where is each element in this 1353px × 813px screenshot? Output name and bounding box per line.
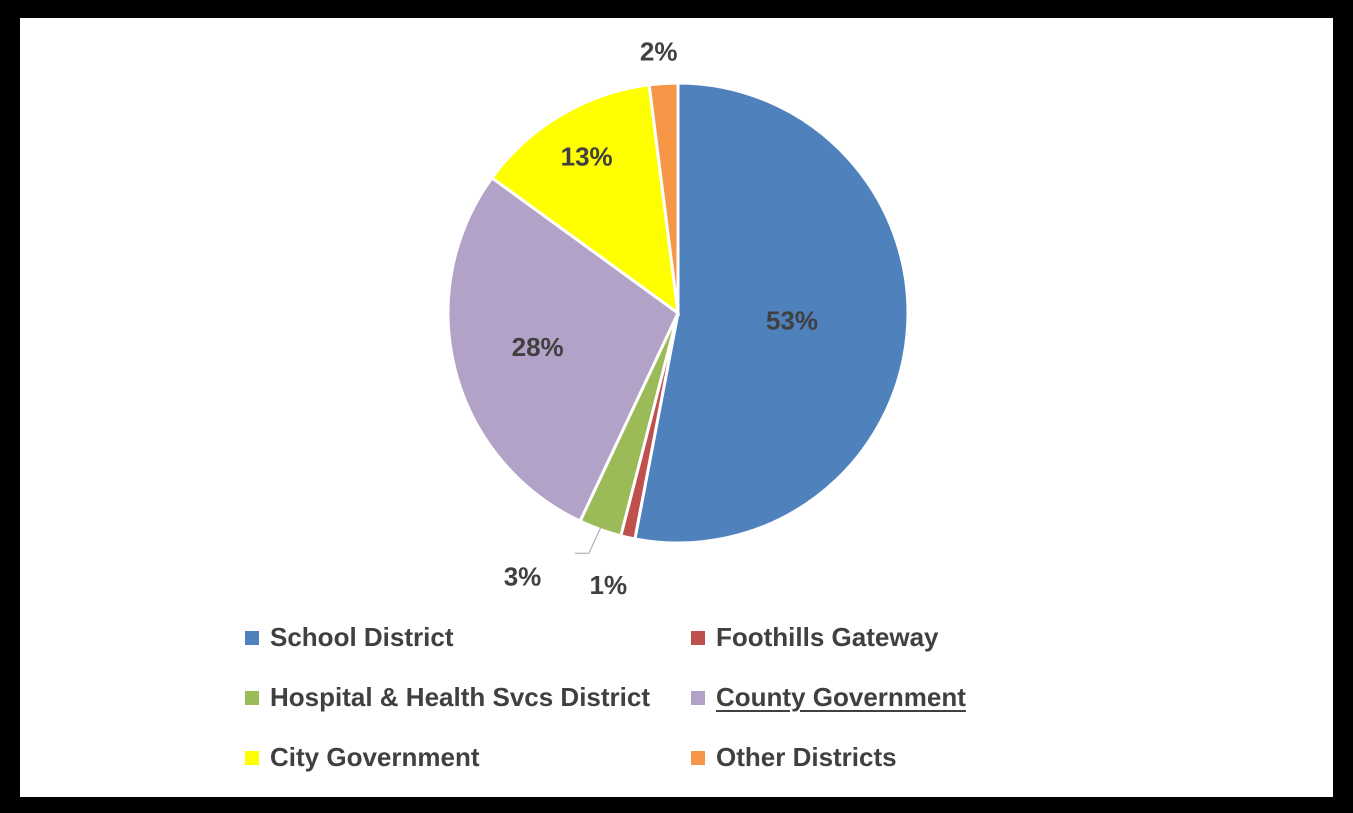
legend-swatch-city-government xyxy=(245,750,259,765)
legend-label-hospital-health: Hospital & Health Svcs District xyxy=(270,682,650,712)
legend-label-school-district: School District xyxy=(270,622,454,652)
legend-swatch-foothills-gateway xyxy=(691,630,705,645)
pie-slice-school-district xyxy=(633,81,910,545)
legend-label-other-districts: Other Districts xyxy=(716,742,897,772)
leader-line-hospital-health-svcs-district xyxy=(574,527,602,554)
data-label-county-government: 28% xyxy=(512,332,564,362)
chart-legend: School District Foothills Gateway Hospit… xyxy=(245,622,1065,792)
data-label-other-districts: 2% xyxy=(640,36,678,66)
legend-item-county-government: County Government xyxy=(691,682,966,713)
legend-label-city-government: City Government xyxy=(270,742,480,772)
data-label-city-government: 13% xyxy=(561,141,613,171)
legend-swatch-hospital-health xyxy=(245,690,259,705)
legend-label-foothills-gateway: Foothills Gateway xyxy=(716,622,939,652)
legend-item-hospital-health: Hospital & Health Svcs District xyxy=(245,682,650,713)
data-label-school-district: 53% xyxy=(766,305,818,335)
legend-item-other-districts: Other Districts xyxy=(691,742,897,773)
pie-slice-city-government xyxy=(489,83,680,317)
legend-swatch-county-government xyxy=(691,690,705,705)
pie-slice-other-districts xyxy=(647,81,680,314)
legend-item-foothills-gateway: Foothills Gateway xyxy=(691,622,939,653)
legend-swatch-other-districts xyxy=(691,750,705,765)
legend-item-school-district: School District xyxy=(245,622,453,653)
data-label-hospital-health-svcs-district: 3% xyxy=(504,562,542,592)
legend-item-city-government: City Government xyxy=(245,742,480,773)
data-label-foothills-gateway: 1% xyxy=(590,570,628,600)
legend-label-county-government: County Government xyxy=(716,682,966,712)
pie-slice-county-government xyxy=(446,175,680,524)
legend-swatch-school-district xyxy=(245,630,259,645)
